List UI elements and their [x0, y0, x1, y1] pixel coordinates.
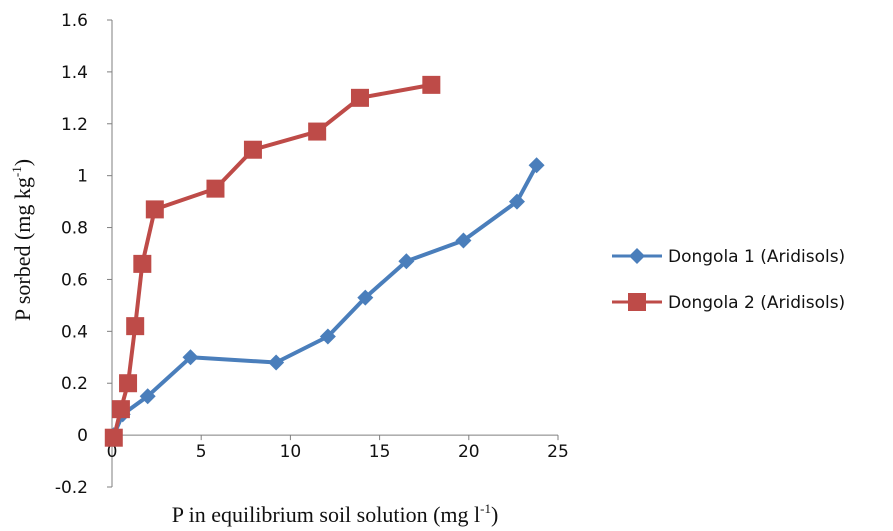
data-point [350, 88, 369, 107]
axes: -0.2 0 0.2 0.4 0.6 0.8 1 1.2 1.4 1.6 0 5 10 15 20 25 [55, 11, 569, 498]
data-point [111, 400, 130, 419]
data-point [139, 388, 156, 405]
y-tick-label: 1.4 [61, 63, 88, 83]
y-tick-label: 0.4 [61, 322, 88, 342]
data-point [182, 349, 199, 366]
data-point [243, 140, 262, 159]
legend-item-dongola-2: Dongola 2 (Aridisols) [612, 293, 845, 313]
y-tick-label: 0 [77, 426, 88, 446]
data-point [308, 122, 327, 141]
series-2 [104, 75, 441, 447]
data-point [206, 179, 225, 198]
data-point [133, 254, 152, 273]
x-tick-label: 0 [107, 442, 118, 462]
plot-area [104, 75, 545, 447]
x-tick-label: 20 [458, 442, 480, 462]
y-tick-label: 0.6 [61, 270, 88, 290]
x-tick-label: 10 [280, 442, 302, 462]
data-point [528, 157, 545, 174]
data-point [508, 193, 525, 210]
data-point [357, 289, 374, 306]
x-ticks: 0 5 10 15 20 25 [107, 435, 569, 462]
x-tick-label: 5 [196, 442, 207, 462]
legend-label-dongola-1: Dongola 1 (Aridisols) [668, 247, 845, 267]
y-tick-label: 1.2 [61, 115, 88, 135]
data-point [455, 232, 472, 249]
data-point [119, 374, 138, 393]
data-point [398, 253, 415, 270]
series-line [111, 164, 539, 436]
y-tick-label: 1 [77, 167, 88, 187]
legend-marker-dongola-1 [629, 248, 645, 264]
legend-item-dongola-1: Dongola 1 (Aridisols) [612, 247, 845, 267]
y-tick-label: -0.2 [55, 478, 88, 498]
y-tick-label: 0.2 [61, 374, 88, 394]
legend-label-dongola-2: Dongola 2 (Aridisols) [668, 293, 845, 313]
data-point [104, 428, 123, 447]
data-point [422, 75, 441, 94]
y-axis-title: P sorbed (mg kg-1) [9, 159, 35, 321]
y-tick-label: 1.6 [61, 11, 88, 31]
legend: Dongola 1 (Aridisols) Dongola 2 (Aridiso… [612, 247, 845, 313]
y-ticks: -0.2 0 0.2 0.4 0.6 0.8 1 1.2 1.4 1.6 [55, 11, 112, 498]
data-point [126, 317, 145, 336]
x-tick-label: 25 [547, 442, 569, 462]
x-axis-title: P in equilibrium soil solution (mg l-1) [172, 501, 499, 527]
x-tick-label: 15 [369, 442, 391, 462]
legend-marker-dongola-2 [628, 293, 646, 311]
series-1 [105, 157, 545, 444]
y-tick-label: 0.8 [61, 219, 88, 239]
data-point [319, 328, 336, 345]
data-point [268, 354, 285, 371]
data-point [145, 200, 164, 219]
